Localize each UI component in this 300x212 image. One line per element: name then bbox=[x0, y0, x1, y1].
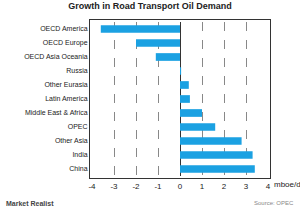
svg-text:China: China bbox=[69, 165, 87, 172]
svg-text:-1: -1 bbox=[154, 182, 162, 191]
svg-text:4: 4 bbox=[266, 182, 271, 191]
svg-text:Market Realist: Market Realist bbox=[6, 200, 54, 207]
svg-text:OECD Europe: OECD Europe bbox=[43, 39, 88, 47]
svg-text:Latin America: Latin America bbox=[45, 95, 88, 102]
svg-text:OECD Asia Oceania: OECD Asia Oceania bbox=[24, 53, 88, 60]
svg-text:India: India bbox=[72, 151, 87, 158]
svg-text:-4: -4 bbox=[88, 182, 96, 191]
svg-text:-2: -2 bbox=[132, 182, 140, 191]
svg-text:Other Asia: Other Asia bbox=[55, 137, 88, 144]
svg-text:3: 3 bbox=[244, 182, 249, 191]
svg-text:OPEC: OPEC bbox=[68, 123, 88, 130]
svg-text:Other Eurasia: Other Eurasia bbox=[44, 81, 87, 88]
svg-text:OECD America: OECD America bbox=[40, 25, 88, 32]
svg-text:-3: -3 bbox=[110, 182, 118, 191]
svg-text:mboe/d: mboe/d bbox=[274, 180, 300, 189]
svg-text:2: 2 bbox=[222, 182, 227, 191]
svg-text:Russia: Russia bbox=[66, 67, 88, 74]
svg-text:Growth in Road Transport Oil D: Growth in Road Transport Oil Demand bbox=[68, 1, 232, 11]
svg-text:1: 1 bbox=[200, 182, 205, 191]
svg-text:0: 0 bbox=[178, 182, 183, 191]
svg-text:Middle East & Africa: Middle East & Africa bbox=[25, 109, 88, 116]
svg-text:Source: OPEC: Source: OPEC bbox=[254, 200, 294, 206]
